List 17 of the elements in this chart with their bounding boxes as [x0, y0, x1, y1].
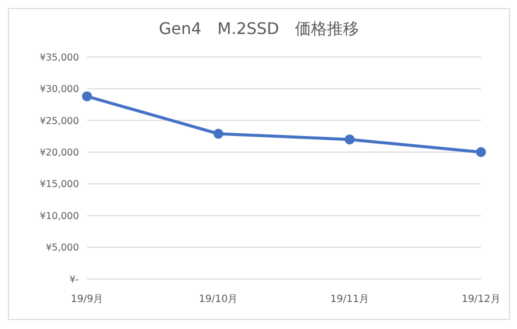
point [344, 134, 355, 144]
point [476, 147, 486, 158]
x-tick-label: 19/11月 [330, 294, 370, 306]
chart-title: Gen4 M.2SSD 価格推移 [158, 19, 360, 40]
y-tick-label: ¥10,000 [40, 210, 79, 222]
y-tick-label: ¥30,000 [40, 84, 79, 96]
x-tick-label: 19/12月 [462, 294, 500, 306]
x-tick-label: 19/9月 [70, 294, 104, 306]
point [213, 128, 224, 139]
y-tick-label: ¥5,000 [46, 242, 79, 254]
y-tick-label: ¥15,000 [40, 179, 79, 190]
x-tick-label: 19/10月 [198, 294, 238, 306]
y-tick-label: ¥25,000 [40, 116, 79, 127]
y-tick-label: ¥20,000 [40, 148, 79, 159]
point [82, 91, 92, 102]
y-tick-label: ¥- [70, 274, 79, 286]
y-tick-label: ¥35,000 [40, 52, 79, 64]
